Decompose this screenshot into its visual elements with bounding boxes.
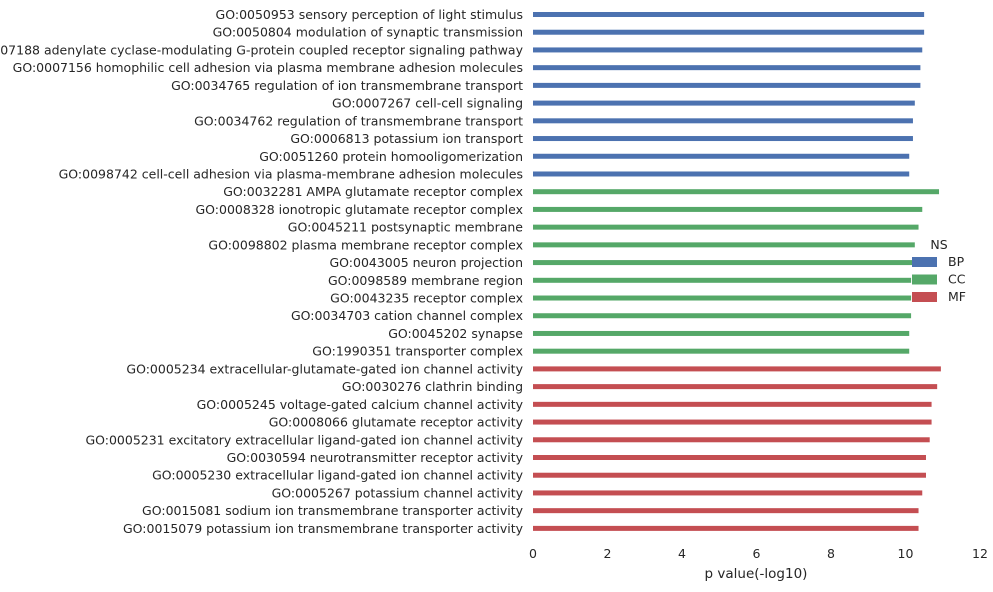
bar-mf <box>533 384 938 390</box>
legend: NS BP CC MF <box>912 237 966 304</box>
bar-mf <box>533 525 919 531</box>
bar-mf <box>533 472 926 478</box>
category-label: GO:0043005 neuron projection <box>329 255 523 270</box>
bar-cc <box>533 277 912 283</box>
category-label: GO:0007156 homophilic cell adhesion via … <box>13 60 523 75</box>
category-label: GO:0008328 ionotropic glutamate receptor… <box>196 202 524 217</box>
category-label: GO:0098742 cell-cell adhesion via plasma… <box>59 166 523 181</box>
bar-bp <box>533 65 921 71</box>
x-tick-label: 10 <box>898 546 914 561</box>
x-axis-title: p value(-log10) <box>705 566 808 582</box>
x-tick-label: 2 <box>604 546 612 561</box>
category-label: GO:0051260 protein homooligomerization <box>259 149 523 164</box>
bar-bp <box>533 29 925 35</box>
legend-label-bp: BP <box>948 254 965 269</box>
bar-bp <box>533 100 915 106</box>
bar-cc <box>533 295 912 301</box>
legend-label-cc: CC <box>948 272 966 287</box>
legend-entries: BP CC MF <box>912 254 966 304</box>
category-label: GO:0098589 membrane region <box>328 273 523 288</box>
category-label: GO:0005230 extracellular ligand-gated io… <box>152 468 524 483</box>
category-label: GO:0050804 modulation of synaptic transm… <box>213 25 523 40</box>
category-label: GO:0098802 plasma membrane receptor comp… <box>208 237 523 252</box>
x-axis-ticks: 0 2 4 6 8 10 12 <box>529 546 988 561</box>
bars-layer <box>533 12 941 531</box>
x-tick-label: 12 <box>972 546 988 561</box>
category-label: GO:0045202 synapse <box>388 326 523 341</box>
x-tick-label: 8 <box>827 546 835 561</box>
category-label: GO:0008066 glutamate receptor activity <box>269 415 524 430</box>
category-label: GO:0005231 excitatory extracellular liga… <box>85 432 523 447</box>
bar-cc <box>533 330 910 336</box>
category-label: GO:0007188 adenylate cyclase-modulating … <box>0 42 524 57</box>
bar-bp <box>533 47 923 53</box>
bar-mf <box>533 490 923 496</box>
bar-cc <box>533 313 912 319</box>
category-label: GO:1990351 transporter complex <box>312 344 523 359</box>
x-tick-label: 0 <box>529 546 537 561</box>
bar-cc <box>533 260 913 266</box>
category-label: GO:0043235 receptor complex <box>330 291 523 306</box>
category-label: GO:0050953 sensory perception of light s… <box>216 7 523 22</box>
legend-swatch-bp <box>912 257 937 267</box>
bar-mf <box>533 419 932 425</box>
bar-cc <box>533 189 940 195</box>
bar-bp <box>533 136 913 142</box>
bar-bp <box>533 12 925 17</box>
category-label: GO:0032281 AMPA glutamate receptor compl… <box>223 184 523 199</box>
x-tick-label: 4 <box>678 546 686 561</box>
category-label: GO:0034703 cation channel complex <box>291 308 523 323</box>
bar-bp <box>533 171 910 177</box>
category-labels: GO:0050953 sensory perception of light s… <box>0 7 524 536</box>
category-label: GO:0015079 potassium ion transmembrane t… <box>123 521 524 536</box>
legend-swatch-cc <box>912 274 937 285</box>
category-label: GO:0005245 voltage-gated calcium channel… <box>197 397 524 412</box>
category-label: GO:0034762 regulation of transmembrane t… <box>194 113 523 128</box>
category-label: GO:0006813 potassium ion transport <box>290 131 523 146</box>
category-label: GO:0005267 potassium channel activity <box>272 485 524 500</box>
category-label: GO:0005234 extracellular-glutamate-gated… <box>126 361 523 376</box>
category-label: GO:0034765 regulation of ion transmembra… <box>171 78 523 93</box>
legend-swatch-mf <box>912 292 937 302</box>
bar-mf <box>533 455 926 460</box>
category-label: GO:0030594 neurotransmitter receptor act… <box>227 450 524 465</box>
bar-cc <box>533 206 923 212</box>
category-label: GO:0015081 sodium ion transmembrane tran… <box>142 503 524 518</box>
bar-bp <box>533 82 921 88</box>
bar-bp <box>533 153 910 159</box>
bar-cc <box>533 348 910 354</box>
bar-mf <box>533 437 930 443</box>
bar-mf <box>533 401 932 407</box>
category-label: GO:0030276 clathrin binding <box>342 379 523 394</box>
bar-bp <box>533 118 913 124</box>
bar-mf <box>533 366 941 372</box>
legend-label-mf: MF <box>948 289 966 304</box>
category-label: GO:0045211 postsynaptic membrane <box>288 220 524 235</box>
x-tick-label: 6 <box>753 546 761 561</box>
bar-cc <box>533 224 919 230</box>
legend-title: NS <box>930 237 947 252</box>
bar-mf <box>533 508 919 514</box>
bar-cc <box>533 242 915 248</box>
category-label: GO:0007267 cell-cell signaling <box>332 96 523 111</box>
